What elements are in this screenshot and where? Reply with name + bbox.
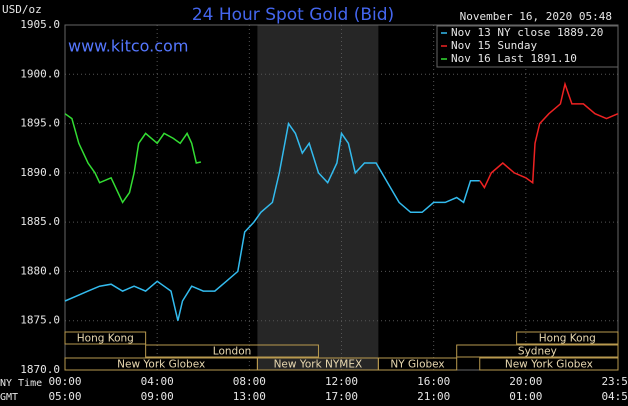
x-row-label: NY Time (0, 378, 42, 389)
session-label: NY Globex (390, 359, 444, 371)
legend-entry: Nov 13 NY close 1889.20 (451, 26, 603, 39)
gmt-tick-label: 17:00 (325, 390, 358, 403)
gmt-tick-label: 05:00 (48, 390, 81, 403)
session-label: Sydney (518, 346, 557, 358)
x-row-label: GMT (0, 392, 18, 403)
y-tick-label: 1900.0 (20, 67, 60, 80)
session-label: New York Globex (505, 359, 593, 371)
session-label: New York NYMEX (274, 359, 363, 371)
y-tick-label: 1890.0 (20, 166, 60, 179)
price-line (479, 81, 619, 190)
y-tick-label: 1880.0 (20, 264, 60, 277)
chart-title: 24 Hour Spot Gold (Bid) (192, 5, 394, 25)
session-label: Hong Kong (539, 333, 596, 345)
y-tick-label: 1870.0 (20, 363, 60, 376)
price-line (64, 121, 480, 321)
shaded-session (257, 25, 379, 370)
gmt-tick-label: 09:00 (141, 390, 174, 403)
session-bar (64, 331, 147, 345)
price-line (64, 113, 202, 204)
session-label: Hong Kong (77, 333, 134, 345)
session-label: London (213, 346, 252, 358)
gmt-tick-label: 21:00 (417, 390, 450, 403)
y-tick-label: 1875.0 (20, 314, 60, 327)
x-tick-label: 23:59 (601, 375, 628, 388)
session-bar (456, 344, 619, 358)
timestamp: November 16, 2020 05:48 (460, 10, 612, 23)
legend-entry: Nov 16 Last 1891.10 (451, 52, 577, 65)
gmt-tick-label: 13:00 (233, 390, 266, 403)
y-tick-label: 1895.0 (20, 117, 60, 130)
x-tick-label: 12:00 (325, 375, 358, 388)
gmt-tick-label: 04:59 (601, 390, 628, 403)
x-tick-label: 08:00 (233, 375, 266, 388)
session-bar (145, 344, 319, 358)
watermark: www.kitco.com (68, 37, 188, 56)
x-tick-label: 04:00 (141, 375, 174, 388)
session-label: New York Globex (117, 359, 205, 371)
session-bar (479, 357, 619, 371)
x-tick-label: 20:00 (509, 375, 542, 388)
x-tick-label: 16:00 (417, 375, 450, 388)
y-axis-label: USD/oz (2, 3, 42, 16)
y-tick-label: 1885.0 (20, 215, 60, 228)
session-bar (516, 331, 619, 345)
gmt-tick-label: 01:00 (509, 390, 542, 403)
session-bar (377, 357, 458, 371)
legend-box (436, 25, 619, 68)
x-tick-label: 00:00 (48, 375, 81, 388)
legend-entry: Nov 15 Sunday (451, 39, 537, 52)
y-tick-label: 1905.0 (20, 18, 60, 31)
